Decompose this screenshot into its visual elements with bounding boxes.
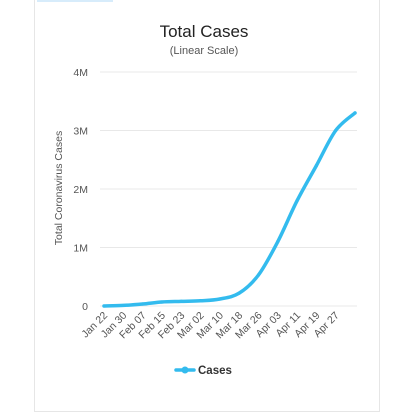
legend-swatch-marker xyxy=(181,366,189,374)
data-point xyxy=(141,302,145,306)
y-tick-label: 3M xyxy=(73,126,88,138)
data-point xyxy=(160,300,164,304)
data-point xyxy=(102,304,106,308)
tab-accent xyxy=(37,0,113,2)
y-tick-label: 1M xyxy=(73,243,88,255)
data-point xyxy=(353,111,357,115)
data-point xyxy=(198,299,203,303)
data-point xyxy=(237,291,241,295)
chart-title: Total Cases xyxy=(160,22,249,41)
y-tick-label: 0 xyxy=(82,301,88,313)
y-tick-label: 4M xyxy=(73,67,88,79)
data-point xyxy=(179,299,183,303)
data-point xyxy=(121,303,125,308)
chart-subtitle: (Linear Scale) xyxy=(170,45,238,57)
data-point xyxy=(218,297,222,301)
legend: Cases xyxy=(174,365,232,377)
data-point xyxy=(276,240,280,244)
series-line-cases xyxy=(102,111,357,308)
y-axis-label: Total Coronavirus Cases xyxy=(53,131,65,245)
y-tick-label: 2M xyxy=(73,184,88,196)
data-point xyxy=(334,128,338,133)
data-point xyxy=(256,273,261,277)
data-point xyxy=(295,199,299,203)
legend-label-cases: Cases xyxy=(198,365,232,377)
chart-panel xyxy=(34,0,380,412)
data-point xyxy=(314,164,318,168)
